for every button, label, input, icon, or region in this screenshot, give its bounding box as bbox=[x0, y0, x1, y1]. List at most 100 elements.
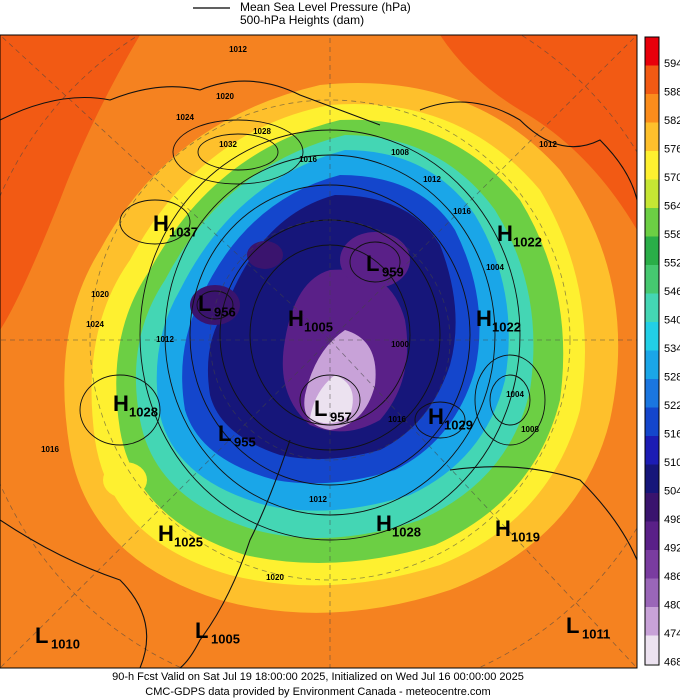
colorbar-label: 582 bbox=[664, 115, 680, 127]
legend-line-label: Mean Sea Level Pressure (hPa) bbox=[240, 0, 411, 14]
colorbar-frame bbox=[644, 36, 660, 666]
pressure-center-type: L bbox=[366, 251, 379, 276]
pressure-center-value: 959 bbox=[382, 264, 404, 279]
colorbar-label: 534 bbox=[664, 343, 680, 355]
coastlines bbox=[0, 80, 637, 668]
isobar-label: 1012 bbox=[423, 175, 441, 184]
isobar-label: 1004 bbox=[486, 263, 504, 272]
pressure-center-type: L bbox=[35, 623, 48, 648]
isobar-label: 1016 bbox=[453, 207, 471, 216]
isobar-label: 1012 bbox=[309, 495, 327, 504]
colorbar-label: 576 bbox=[664, 143, 680, 155]
colorbar-label: 558 bbox=[664, 229, 680, 241]
colorbar-bin bbox=[645, 37, 659, 66]
colorbar-bin bbox=[645, 322, 659, 351]
pressure-center-type: L bbox=[195, 618, 208, 643]
isobar-label: 1020 bbox=[216, 92, 234, 101]
isobar-label: 1012 bbox=[539, 140, 557, 149]
pressure-center-value: 1037 bbox=[169, 224, 198, 239]
pressure-center-value: 1005 bbox=[304, 319, 333, 334]
pressure-center-type: H bbox=[153, 211, 169, 236]
isobar-label: 1028 bbox=[253, 127, 271, 136]
pressure-center-value: 1019 bbox=[511, 529, 540, 544]
colorbar-label: 468 bbox=[664, 656, 680, 668]
pressure-center-value: 1005 bbox=[211, 631, 240, 646]
pressure-center-type: H bbox=[495, 516, 511, 541]
pressure-center-type: L bbox=[198, 291, 211, 316]
colorbar-bin bbox=[645, 379, 659, 408]
isobar-label: 1024 bbox=[176, 113, 194, 122]
colorbar-bin bbox=[645, 293, 659, 322]
isobar-label: 1032 bbox=[219, 140, 237, 149]
colorbar-bin bbox=[645, 607, 659, 636]
pressure-center-type: H bbox=[158, 521, 174, 546]
legend-fill-label: 500-hPa Heights (dam) bbox=[240, 13, 364, 27]
isobar-label: 1012 bbox=[229, 45, 247, 54]
colorbar-bin bbox=[645, 179, 659, 208]
colorbar-label: 552 bbox=[664, 257, 680, 269]
colorbar-label: 570 bbox=[664, 172, 680, 184]
colorbar-label: 474 bbox=[664, 628, 680, 640]
colorbar-bin bbox=[645, 464, 659, 493]
colorbar-label: 528 bbox=[664, 371, 680, 383]
colorbar-bin bbox=[645, 151, 659, 180]
colorbar-bin bbox=[645, 493, 659, 522]
colorbar-label: 564 bbox=[664, 200, 680, 212]
colorbar-bin bbox=[645, 65, 659, 94]
isobar-label: 1008 bbox=[391, 148, 409, 157]
isobar-label: 1016 bbox=[299, 155, 317, 164]
colorbar-label: 480 bbox=[664, 599, 680, 611]
pressure-center-value: 955 bbox=[234, 434, 256, 449]
colorbar-label: 498 bbox=[664, 514, 680, 526]
pressure-center-value: 956 bbox=[214, 304, 236, 319]
colorbar-bin bbox=[645, 635, 659, 664]
height-fill bbox=[310, 375, 353, 424]
pressure-center-type: H bbox=[288, 306, 304, 331]
colorbar-bin bbox=[645, 550, 659, 579]
footer-credit: CMC-GDPS data provided by Environment Ca… bbox=[145, 686, 490, 698]
pressure-center-value: 1029 bbox=[444, 417, 473, 432]
pressure-center-type: L bbox=[566, 613, 579, 638]
colorbar-label: 522 bbox=[664, 400, 680, 412]
pressure-center-value: 1022 bbox=[492, 319, 521, 334]
colorbar-bin bbox=[645, 94, 659, 123]
pressure-center-type: H bbox=[428, 404, 444, 429]
pressure-center-type: H bbox=[113, 391, 129, 416]
colorbar-bin bbox=[645, 236, 659, 265]
isobar-label: 1016 bbox=[41, 445, 59, 454]
colorbar-label: 510 bbox=[664, 457, 680, 469]
pressure-center-type: H bbox=[376, 511, 392, 536]
colorbar-bin bbox=[645, 265, 659, 294]
map-frame bbox=[0, 34, 638, 669]
pressure-center-value: 1025 bbox=[174, 534, 203, 549]
pressure-center-value: 957 bbox=[330, 409, 352, 424]
pressure-center-type: H bbox=[497, 221, 513, 246]
pressure-center-value: 1028 bbox=[392, 524, 421, 539]
isobar-label: 1004 bbox=[506, 390, 524, 399]
isobar-label: 1020 bbox=[266, 573, 284, 582]
colorbar-label: 588 bbox=[664, 86, 680, 98]
height-fill bbox=[247, 241, 283, 269]
colorbar-bin bbox=[645, 122, 659, 151]
colorbar-label: 492 bbox=[664, 542, 680, 554]
pressure-center-type: L bbox=[218, 421, 231, 446]
pressure-center-value: 1010 bbox=[51, 636, 80, 651]
colorbar-label: 516 bbox=[664, 428, 680, 440]
colorbar-bin bbox=[645, 407, 659, 436]
colorbar-bin bbox=[645, 436, 659, 465]
pressure-center-type: H bbox=[476, 306, 492, 331]
colorbar-bin bbox=[645, 578, 659, 607]
isobar-label: 1000 bbox=[391, 340, 409, 349]
colorbar-label: 546 bbox=[664, 286, 680, 298]
colorbar-bin bbox=[645, 350, 659, 379]
isobar-label: 1024 bbox=[86, 320, 104, 329]
isobar-label: 1012 bbox=[156, 335, 174, 344]
height-fill bbox=[103, 462, 147, 498]
isobar-label: 1008 bbox=[521, 425, 539, 434]
height-fill bbox=[0, 35, 140, 330]
colorbar-label: 504 bbox=[664, 485, 680, 497]
pressure-center-type: L bbox=[314, 396, 327, 421]
